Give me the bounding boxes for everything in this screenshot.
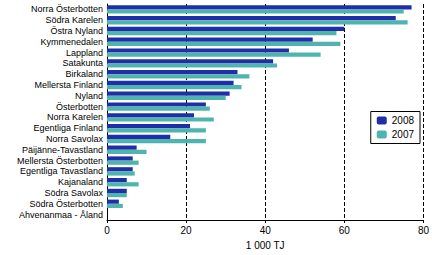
svg-text:Kajanaland: Kajanaland [58, 177, 103, 187]
svg-text:Päijänne-Tavastland: Päijänne-Tavastland [22, 145, 103, 155]
svg-text:20: 20 [181, 225, 193, 236]
svg-text:Birkaland: Birkaland [65, 69, 103, 79]
svg-text:Södra Österbotten: Södra Österbotten [29, 199, 103, 209]
svg-text:Egentliga Tavastland: Egentliga Tavastland [20, 166, 103, 176]
svg-text:Södra Karelen: Södra Karelen [45, 15, 103, 25]
svg-text:Norra Savolax: Norra Savolax [46, 134, 104, 144]
svg-text:Östra Nyland: Östra Nyland [50, 26, 103, 36]
svg-text:Egentliga Finland: Egentliga Finland [33, 123, 103, 133]
svg-text:60: 60 [339, 225, 351, 236]
svg-text:2008: 2008 [392, 115, 415, 126]
svg-text:40: 40 [260, 225, 272, 236]
svg-text:Mellersta Österbotten: Mellersta Österbotten [17, 156, 103, 166]
svg-text:Södra Savolax: Södra Savolax [44, 188, 103, 198]
svg-text:Kymmenedalen: Kymmenedalen [40, 37, 103, 47]
svg-text:Mellersta Finland: Mellersta Finland [34, 80, 103, 90]
svg-text:Nyland: Nyland [75, 91, 103, 101]
svg-text:Lappland: Lappland [66, 48, 103, 58]
svg-text:0: 0 [104, 225, 110, 236]
svg-text:2007: 2007 [392, 129, 415, 140]
svg-text:Norra Österbotten: Norra Österbotten [31, 4, 103, 14]
svg-text:Satakunta: Satakunta [62, 58, 103, 68]
svg-text:Ahvenanmaa - Åland: Ahvenanmaa - Åland [19, 210, 103, 220]
svg-text:80: 80 [418, 225, 430, 236]
svg-text:1 000 TJ: 1 000 TJ [246, 240, 285, 251]
svg-text:Österbotten: Österbotten [56, 102, 103, 112]
svg-text:Norra Karelen: Norra Karelen [47, 112, 103, 122]
